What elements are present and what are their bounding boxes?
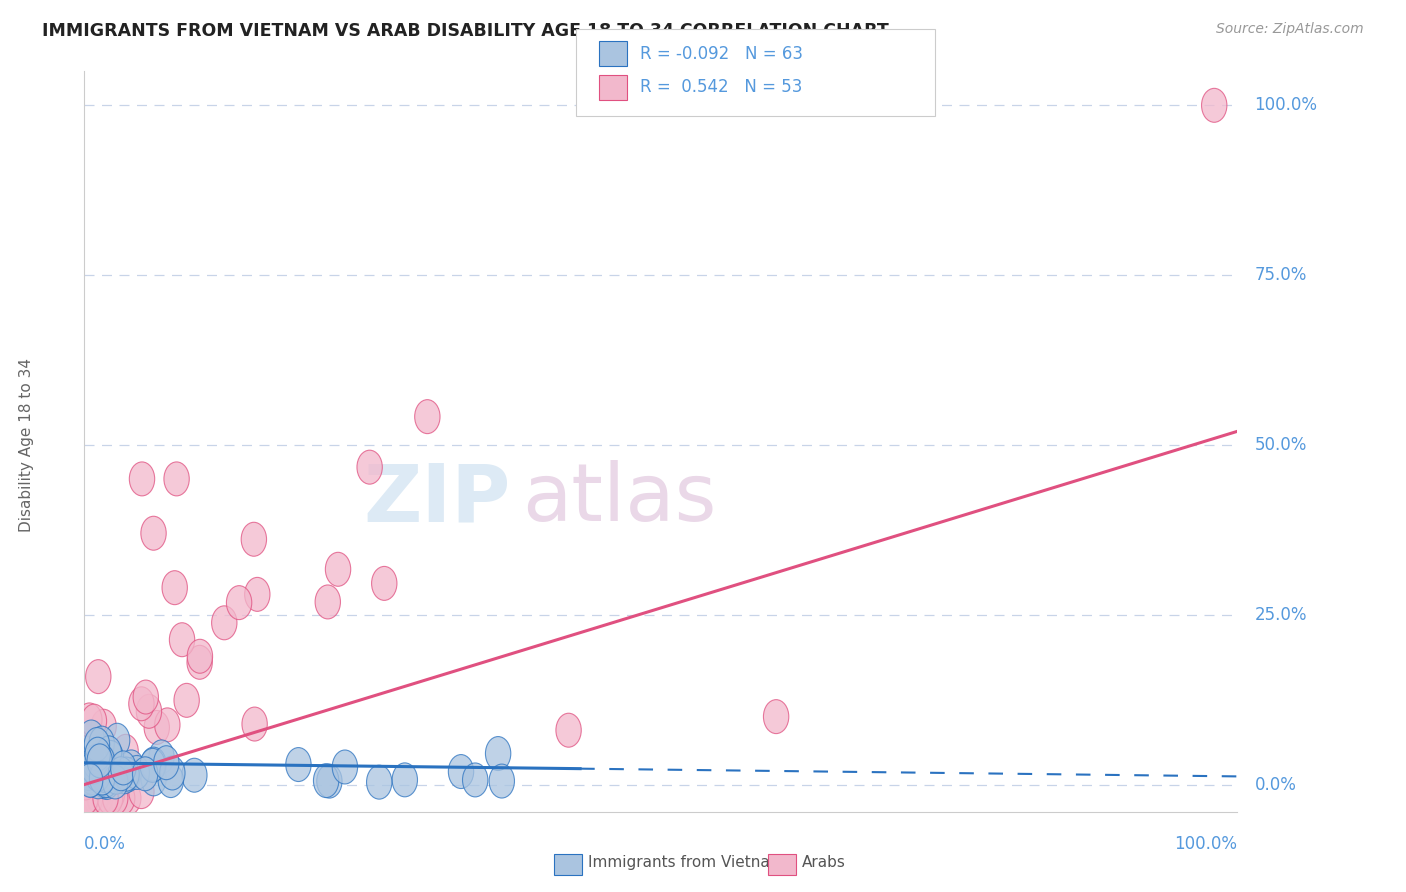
Text: 0.0%: 0.0%: [1254, 775, 1296, 794]
Text: atlas: atlas: [523, 460, 717, 538]
Text: 75.0%: 75.0%: [1254, 266, 1308, 285]
Text: Disability Age 18 to 34: Disability Age 18 to 34: [20, 358, 34, 532]
Text: R =  0.542   N = 53: R = 0.542 N = 53: [640, 78, 801, 96]
Text: IMMIGRANTS FROM VIETNAM VS ARAB DISABILITY AGE 18 TO 34 CORRELATION CHART: IMMIGRANTS FROM VIETNAM VS ARAB DISABILI…: [42, 22, 889, 40]
Text: Arabs: Arabs: [801, 855, 845, 870]
Text: 100.0%: 100.0%: [1254, 96, 1317, 114]
Text: Source: ZipAtlas.com: Source: ZipAtlas.com: [1216, 22, 1364, 37]
Text: 0.0%: 0.0%: [84, 836, 127, 854]
Text: R = -0.092   N = 63: R = -0.092 N = 63: [640, 45, 803, 62]
Text: ZIP: ZIP: [364, 460, 510, 538]
Text: Immigrants from Vietnam: Immigrants from Vietnam: [588, 855, 785, 870]
Text: 25.0%: 25.0%: [1254, 606, 1308, 624]
Text: 100.0%: 100.0%: [1174, 836, 1237, 854]
Text: 50.0%: 50.0%: [1254, 436, 1308, 454]
